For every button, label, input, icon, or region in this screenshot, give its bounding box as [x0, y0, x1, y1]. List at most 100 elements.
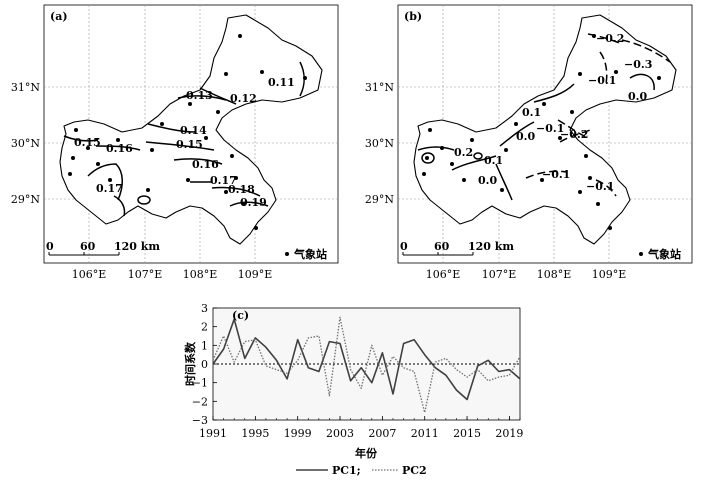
station-marker: [657, 76, 661, 80]
station-marker: [588, 176, 592, 180]
station-marker: [224, 72, 228, 76]
station-marker: [425, 156, 429, 160]
station-marker: [160, 122, 164, 126]
scale-bar-b: 0 60 120 km: [400, 240, 514, 256]
contour-label: 0.13: [186, 89, 213, 102]
contour-label: 0.16: [192, 158, 219, 171]
lat-label: 30°N: [11, 137, 40, 150]
contour-label: 0.0: [516, 130, 535, 143]
contour-label: −0.3: [624, 58, 652, 71]
scale-zero: 0: [46, 240, 54, 253]
station-marker: [96, 162, 100, 166]
station-marker: [186, 178, 190, 182]
contour-label: 0.19: [240, 196, 267, 209]
station-marker: [428, 128, 432, 132]
lon-label: 108°E: [183, 268, 218, 281]
lon-label: 107°E: [128, 268, 163, 281]
contour-label: 0.16: [106, 142, 133, 155]
series-line-pc2: [212, 316, 521, 414]
station-marker: [514, 122, 518, 126]
chart-ticks: [212, 307, 521, 421]
station-marker: [68, 172, 72, 176]
station-marker: [470, 138, 474, 142]
station-marker: [303, 76, 307, 80]
contour-label: −0.1: [586, 180, 614, 193]
legend-b: 气象站: [639, 247, 681, 261]
station-marker: [422, 172, 426, 176]
contour-labels-a: 0.11 0.13 0.12 0.14 0.15 0.16 0.15 0.16 …: [74, 76, 295, 209]
y-tick-label: 1: [201, 339, 208, 352]
x-tick-label: 2019: [495, 427, 523, 440]
station-marker: [188, 102, 192, 106]
station-marker: [608, 226, 612, 230]
lon-label: 109°E: [238, 268, 273, 281]
station-marker: [230, 154, 234, 158]
chart-series: [212, 316, 521, 414]
station-marker: [71, 156, 75, 160]
x-tick-label: 2007: [368, 427, 396, 440]
chongqing-boundary-a: [59, 14, 323, 245]
station-marker: [558, 136, 562, 140]
lat-labels-a: 31°N 30°N 29°N: [11, 81, 40, 206]
legend-label: 气象站: [293, 247, 327, 261]
lon-label: 106°E: [72, 268, 107, 281]
y-tick-label: −2: [192, 395, 208, 408]
station-marker: [224, 190, 228, 194]
contour-label: 0.12: [230, 92, 257, 105]
lon-label: 107°E: [482, 268, 517, 281]
contour-label: −0.1: [536, 122, 564, 135]
station-marker: [242, 202, 246, 206]
contour-label: 0.1: [522, 106, 541, 119]
station-marker: [504, 148, 508, 152]
chart-tick-labels: 1991 1995 1999 2003 2007 2011 2015 2019 3 2 1 0 −1 −2…: [192, 302, 524, 440]
station-marker: [500, 188, 504, 192]
y-tick-label: 3: [201, 302, 208, 315]
contour-label: 0.11: [268, 76, 295, 89]
lat-label: 29°N: [365, 193, 394, 206]
legend-a: 气象站: [285, 247, 327, 261]
contour-label: 0.14: [180, 124, 207, 137]
contour-label: 0.17: [210, 174, 237, 187]
lon-labels-a: 106°E 107°E 108°E 109°E: [72, 268, 273, 281]
series-line-pc1: [212, 318, 521, 401]
scale-end: 120 km: [468, 240, 514, 253]
chart-legend: PC1; PC2: [296, 464, 427, 477]
station-marker: [116, 138, 120, 142]
station-marker: [204, 136, 208, 140]
station-markers-a: [68, 34, 307, 230]
lon-labels-b: 106°E 107°E 108°E 109°E: [426, 268, 627, 281]
y-tick-label: −3: [192, 414, 208, 427]
y-tick-label: 0: [201, 358, 208, 371]
legend-station-marker: [639, 252, 643, 256]
station-markers-b: [422, 34, 661, 230]
lat-label: 29°N: [11, 193, 40, 206]
lat-label: 31°N: [365, 81, 394, 94]
map-panel-a: 0.11 0.13 0.12 0.14 0.15 0.16 0.15 0.16 …: [11, 4, 339, 281]
y-axis-label: 时间系数: [183, 341, 197, 386]
station-marker: [542, 102, 546, 106]
contours-a: [63, 61, 305, 217]
contour-label: 0.18: [228, 183, 255, 196]
x-tick-label: 2015: [453, 427, 481, 440]
legend-station-marker: [285, 252, 289, 256]
contour-label: 0.15: [176, 138, 203, 151]
station-marker: [238, 34, 242, 38]
time-series-chart: 1991 1995 1999 2003 2007 2011 2015 2019 3 2 1 0 −1 −2…: [183, 302, 523, 477]
station-marker: [234, 176, 238, 180]
legend-label-pc2: PC2: [402, 464, 427, 477]
scale-bar-a: 0 60 120 km: [46, 240, 160, 256]
station-marker: [540, 178, 544, 182]
contour-label: −0.2: [560, 128, 588, 141]
x-tick-label: 2011: [411, 427, 439, 440]
station-marker: [578, 72, 582, 76]
x-tick-label: 1999: [284, 427, 312, 440]
station-marker: [86, 146, 90, 150]
station-marker: [440, 146, 444, 150]
x-tick-label: 1995: [241, 427, 269, 440]
panel-label-a: (a): [50, 10, 68, 23]
station-marker: [462, 178, 466, 182]
lon-label: 109°E: [592, 268, 627, 281]
x-tick-label: 1991: [199, 427, 227, 440]
contour-labels-b: −0.2 −0.3 −0.1 0.0 0.1 0.0 −0.1 −0.2 0.2…: [454, 32, 652, 193]
